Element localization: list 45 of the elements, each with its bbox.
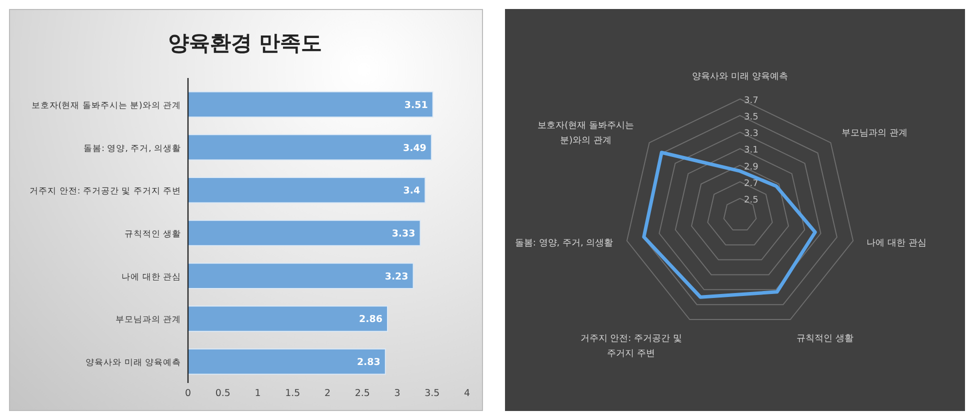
bar: [188, 262, 414, 289]
x-tick-label: 3: [394, 388, 400, 399]
spoke-label: 돌봄: 영양, 주거, 의생활: [514, 237, 614, 250]
y-tick-label: 2.9: [744, 162, 759, 172]
y-tick-label: 돌봄: 영양, 주거, 의생활: [84, 144, 181, 154]
data-label: 3.51: [404, 100, 428, 111]
y-tick-label: 3.1: [744, 146, 758, 156]
x-tick-label: 0: [184, 388, 192, 399]
spoke-label: 부모님과의 관계: [842, 127, 908, 140]
y-tick-label: 부모님과의 관계: [115, 315, 181, 326]
bar: [188, 348, 386, 375]
y-tick-label: 나에 대한 관심: [122, 272, 181, 282]
y-tick-label: 3.7: [744, 96, 758, 106]
x-tick-label: 2: [324, 388, 331, 399]
y-tick-label: 규칙적인 생활: [124, 230, 181, 240]
bar: [188, 91, 434, 118]
x-tick-label: 0.5: [215, 388, 230, 399]
spoke-label: 나에 대한 관심: [866, 237, 926, 250]
y-tick-label: 2.7: [744, 178, 758, 189]
bar: [188, 134, 432, 160]
x-tick-label: 3.5: [424, 388, 440, 399]
data-label: 3.4: [403, 186, 421, 197]
y-tick-label: 보호자(현재 돌봐주시는 분)와의 관계: [31, 100, 181, 111]
y-tick-label: 3.5: [744, 112, 758, 123]
y-tick-label: 거주지 안전: 주거공간 및 주거지 주변: [30, 186, 181, 197]
spoke-label: 규칙적인 생활: [796, 333, 854, 346]
x-tick-label: 4: [464, 388, 470, 399]
y-tick-label: 양육사와 미래 양육예측: [86, 358, 181, 368]
x-tick-label: 1: [254, 388, 261, 399]
x-tick-label: 1.5: [285, 388, 300, 399]
data-label: 3.23: [384, 271, 408, 282]
bar: [188, 220, 421, 246]
data-label: 2.83: [356, 357, 380, 368]
data-label: 3.33: [392, 228, 416, 240]
data-label: 3.49: [402, 142, 426, 154]
bar: [188, 306, 388, 332]
bar: [188, 177, 426, 204]
spoke-label: 거주지 안전: 주거공간 및 주거지 주변: [579, 333, 683, 362]
y-tick-label: 3.3: [744, 129, 758, 140]
y-tick-label: 2.5: [744, 195, 758, 206]
spoke-label: 보호자(현재 돌봐주시는 분)와의 관계: [536, 120, 636, 148]
data-label: 2.86: [359, 314, 383, 326]
chart-title: 양육환경 만족도: [168, 31, 322, 55]
x-tick-label: 2.5: [354, 388, 370, 399]
spoke-label: 양육사와 미래 양육예측: [692, 71, 788, 84]
